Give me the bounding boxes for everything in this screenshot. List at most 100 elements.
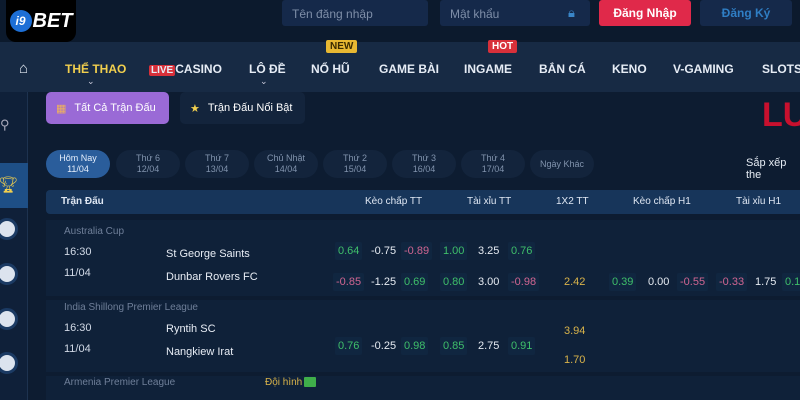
trophy-icon: 🏆︎ xyxy=(0,177,19,194)
date-day: Thứ 2 xyxy=(342,153,368,163)
lineup-link[interactable]: Đội hình xyxy=(265,377,303,388)
date-number: 11/04 xyxy=(67,164,89,174)
league-name: India Shillong Premier League xyxy=(64,302,198,313)
date-day: Thứ 6 xyxy=(135,153,161,163)
odds-cell[interactable]: 0.64 xyxy=(335,242,363,260)
date-number: 17/04 xyxy=(481,164,505,174)
date-day: Hôm Nay xyxy=(59,153,97,163)
away-team[interactable]: Nangkiew Irat xyxy=(166,346,234,358)
odds-cell[interactable]: 0.80 xyxy=(440,273,468,291)
logo[interactable]: i9 BET xyxy=(6,0,76,42)
date-day: Ngày Khác xyxy=(539,159,585,169)
username-input[interactable]: Tên đăng nhập xyxy=(282,0,428,26)
match-date: 11/04 xyxy=(64,267,91,279)
hot-badge: HOT xyxy=(488,40,518,53)
sidebar-league-icon[interactable] xyxy=(0,263,18,285)
date-tab[interactable]: Thứ 4 17/04 xyxy=(461,150,525,178)
odds-cell[interactable]: -0.98 xyxy=(508,273,540,291)
odds-cell[interactable]: 0.00 xyxy=(648,276,670,288)
odds-cell[interactable]: 3.25 xyxy=(478,245,500,257)
home-team[interactable]: St George Saints xyxy=(166,248,250,260)
odds-cell[interactable]: 3.94 xyxy=(564,325,586,337)
date-tab[interactable]: Thứ 2 15/04 xyxy=(323,150,387,178)
match-time: 16:30 xyxy=(64,246,92,258)
sidebar-league-icon[interactable] xyxy=(0,352,18,374)
nav-lottery[interactable]: LÔ ĐỀ xyxy=(249,62,286,76)
chevron-down-icon: ⌄ xyxy=(87,76,95,86)
table-header xyxy=(46,190,800,214)
sidebar xyxy=(0,92,28,400)
search-icon[interactable]: ⚲ xyxy=(0,117,10,132)
nav-sports[interactable]: THỂ THAO xyxy=(65,62,127,76)
nav-slots[interactable]: SLOTS xyxy=(762,62,800,76)
date-day: Thứ 3 xyxy=(411,153,437,163)
odds-cell[interactable]: 0.91 xyxy=(508,337,536,355)
date-number: 13/04 xyxy=(205,164,229,174)
header-match: Trận Đấu xyxy=(61,196,104,207)
odds-cell[interactable]: 0.76 xyxy=(335,337,363,355)
odds-cell[interactable]: 0.1 xyxy=(782,273,800,291)
login-button[interactable]: Đăng Nhập xyxy=(599,0,691,26)
odds-cell[interactable]: -0.85 xyxy=(333,273,365,291)
odds-cell[interactable]: 0.76 xyxy=(508,242,536,260)
odds-cell[interactable]: 0.98 xyxy=(401,337,429,355)
date-number: 14/04 xyxy=(274,164,298,174)
sort-label[interactable]: Sắp xếp the xyxy=(746,157,787,181)
main-nav xyxy=(0,42,800,92)
sidebar-league-icon[interactable] xyxy=(0,308,18,330)
home-icon[interactable]: ⌂ xyxy=(19,60,29,77)
featured-matches-tab[interactable]: ★ Trận Đấu Nổi Bật xyxy=(180,92,305,124)
away-team[interactable]: Dunbar Rovers FC xyxy=(166,271,258,283)
odds-cell[interactable]: 0.69 xyxy=(401,273,429,291)
nav-ingame[interactable]: INGAME xyxy=(464,62,512,76)
password-input[interactable]: Mật khẩu xyxy=(440,0,590,26)
odds-cell[interactable]: 0.85 xyxy=(440,337,468,355)
odds-cell[interactable]: -0.33 xyxy=(716,273,748,291)
header-handicap-ft: Kèo chấp TT xyxy=(365,196,423,207)
odds-cell[interactable]: 2.75 xyxy=(478,340,500,352)
live-badge: LIVE xyxy=(149,65,176,76)
sidebar-item-active[interactable]: 🏆︎ xyxy=(0,163,28,208)
all-matches-tab[interactable]: ▦ Tất Cả Trận Đấu xyxy=(46,92,169,124)
date-tab[interactable]: Thứ 7 13/04 xyxy=(185,150,249,178)
odds-cell[interactable]: -0.89 xyxy=(401,242,433,260)
odds-cell[interactable]: 3.00 xyxy=(478,276,500,288)
banner-text: LU xyxy=(762,96,800,134)
league-name: Australia Cup xyxy=(64,226,125,237)
header-over-under-ft: Tài xỉu TT xyxy=(467,196,512,207)
nav-fishing[interactable]: BẮN CÁ xyxy=(539,62,586,76)
match-row xyxy=(46,300,800,372)
logo-text: BET xyxy=(32,9,73,32)
odds-cell[interactable]: 2.42 xyxy=(564,276,586,288)
odds-cell[interactable]: -0.55 xyxy=(677,273,709,291)
lineup-icon[interactable] xyxy=(304,377,316,387)
nav-keno[interactable]: KENO xyxy=(612,62,647,76)
odds-cell[interactable]: 1.70 xyxy=(564,354,586,366)
header-1x2-ft: 1X2 TT xyxy=(556,196,589,207)
odds-cell[interactable]: -0.25 xyxy=(371,340,397,352)
odds-cell[interactable]: 1.75 xyxy=(755,276,777,288)
odds-cell[interactable]: 1.00 xyxy=(440,242,468,260)
header-handicap-h1: Kèo chấp H1 xyxy=(633,196,691,207)
star-icon: ★ xyxy=(190,102,200,115)
date-tab[interactable]: Hôm Nay 11/04 xyxy=(46,150,110,178)
date-day: Thứ 7 xyxy=(204,153,230,163)
date-tab[interactable]: Thứ 6 12/04 xyxy=(116,150,180,178)
date-tab[interactable]: Thứ 3 16/04 xyxy=(392,150,456,178)
home-team[interactable]: Ryntih SC xyxy=(166,323,216,335)
odds-cell[interactable]: -0.75 xyxy=(371,245,397,257)
lock-icon: 🔒︎ xyxy=(568,5,575,20)
match-row xyxy=(46,376,800,400)
date-tab[interactable]: Ngày Khác xyxy=(530,150,594,178)
nav-casino[interactable]: LIVE CASINO xyxy=(149,62,222,76)
league-name: Armenia Premier League xyxy=(64,377,176,388)
nav-card-games[interactable]: GAME BÀI xyxy=(379,62,439,76)
nav-v-gaming[interactable]: V-GAMING xyxy=(673,62,734,76)
odds-cell[interactable]: 0.39 xyxy=(609,273,637,291)
nav-jackpot[interactable]: NỔ HŨ xyxy=(311,62,350,76)
date-tab[interactable]: Chủ Nhật 14/04 xyxy=(254,150,318,178)
odds-cell[interactable]: -1.25 xyxy=(371,276,397,288)
all-matches-label: Tất Cả Trận Đấu xyxy=(74,102,156,114)
sidebar-league-icon[interactable] xyxy=(0,218,18,240)
register-button[interactable]: Đăng Ký xyxy=(700,0,792,26)
